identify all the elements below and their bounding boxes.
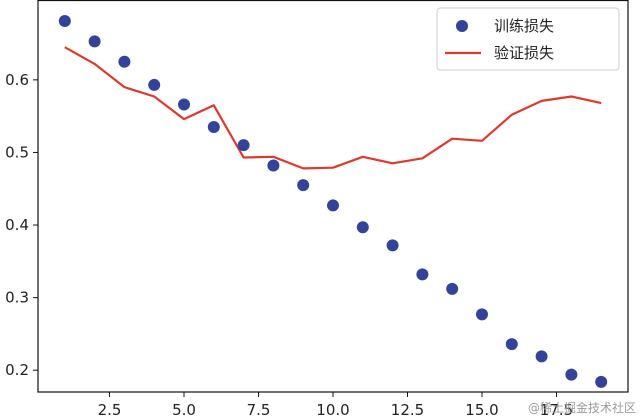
- validation-loss-line: [64, 46, 602, 170]
- y-tick-label: 0.6: [5, 71, 29, 89]
- training-loss-point: [446, 282, 459, 295]
- training-loss-point: [178, 98, 191, 111]
- training-loss-point: [118, 55, 131, 68]
- training-loss-point: [237, 139, 250, 152]
- y-axis: 0.2 0.3 0.4 0.5 0.6: [5, 71, 38, 379]
- training-loss-point: [535, 350, 548, 363]
- x-tick-label: 2.5: [98, 401, 122, 419]
- y-tick-label: 0.4: [5, 216, 29, 234]
- training-loss-point: [416, 268, 429, 281]
- x-tick-label: 10.0: [316, 401, 349, 419]
- training-loss-point: [356, 221, 369, 234]
- legend-box: [436, 7, 620, 71]
- x-tick-label: 7.5: [247, 401, 271, 419]
- legend-label: 训练损失: [494, 17, 554, 35]
- training-loss-point: [595, 375, 608, 388]
- legend-marker-training-loss: [456, 20, 468, 32]
- series-layer: [58, 15, 608, 388]
- y-tick-label: 0.3: [5, 289, 29, 307]
- training-loss-point: [58, 15, 71, 28]
- y-tick-label: 0.5: [5, 143, 29, 161]
- training-loss-point: [505, 338, 518, 351]
- training-loss-point: [565, 368, 578, 381]
- training-loss-point: [267, 159, 280, 172]
- training-loss-point: [88, 35, 101, 48]
- x-axis: 2.5 5.0 7.5 10.0 12.5 15.0 17.5: [98, 392, 573, 419]
- legend-label: 验证损失: [494, 44, 554, 62]
- x-tick-label: 5.0: [172, 401, 196, 419]
- training-loss-point: [207, 121, 220, 134]
- x-tick-label: 15.0: [465, 401, 498, 419]
- x-tick-label: 12.5: [391, 401, 424, 419]
- training-loss-point: [148, 78, 161, 91]
- watermark-text: @稀土掘金技术社区: [528, 400, 636, 415]
- training-loss-point: [297, 179, 310, 192]
- training-loss-point: [327, 199, 339, 212]
- x-tick-label: 17.5: [540, 401, 573, 419]
- y-tick-label: 0.2: [5, 361, 29, 379]
- training-loss-point: [475, 308, 488, 321]
- training-loss-point: [386, 239, 399, 252]
